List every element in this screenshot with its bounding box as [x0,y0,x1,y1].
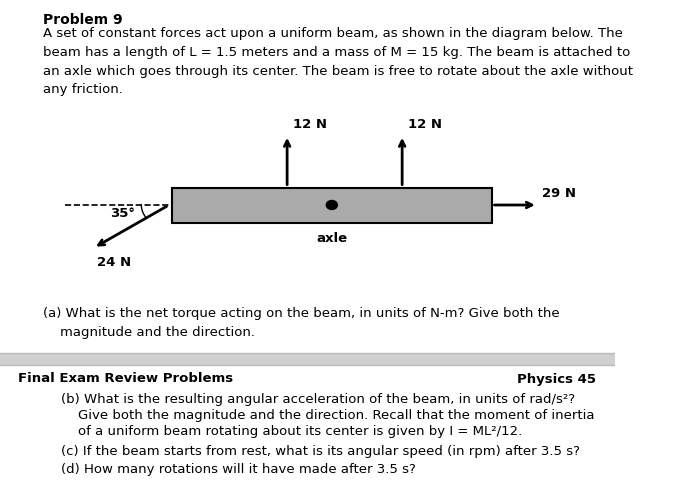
Text: 35°: 35° [111,208,135,220]
Text: Give both the magnitude and the direction. Recall that the moment of inertia: Give both the magnitude and the directio… [62,409,595,422]
Text: 24 N: 24 N [97,256,131,268]
Text: (b) What is the resulting angular acceleration of the beam, in units of rad/s²?: (b) What is the resulting angular accele… [62,392,575,406]
Text: axle: axle [316,232,347,245]
Text: (a) What is the net torque acting on the beam, in units of N-m? Give both the
  : (a) What is the net torque acting on the… [43,308,559,339]
Bar [172,188,491,222]
Bar [0,352,615,365]
Text: (c) If the beam starts from rest, what is its angular speed (in rpm) after 3.5 s: (c) If the beam starts from rest, what i… [62,445,580,458]
Text: 29 N: 29 N [542,187,576,200]
Text: 12 N: 12 N [293,118,328,131]
Text: Final Exam Review Problems: Final Exam Review Problems [18,372,234,386]
Text: A set of constant forces act upon a uniform beam, as shown in the diagram below.: A set of constant forces act upon a unif… [43,28,633,96]
Circle shape [326,200,337,209]
Text: of a uniform beam rotating about its center is given by I = ML²/12.: of a uniform beam rotating about its cen… [62,426,523,438]
Text: Problem 9: Problem 9 [43,12,122,26]
Text: 12 N: 12 N [408,118,442,131]
Text: Physics 45: Physics 45 [517,372,596,386]
Text: (d) How many rotations will it have made after 3.5 s?: (d) How many rotations will it have made… [62,462,416,475]
